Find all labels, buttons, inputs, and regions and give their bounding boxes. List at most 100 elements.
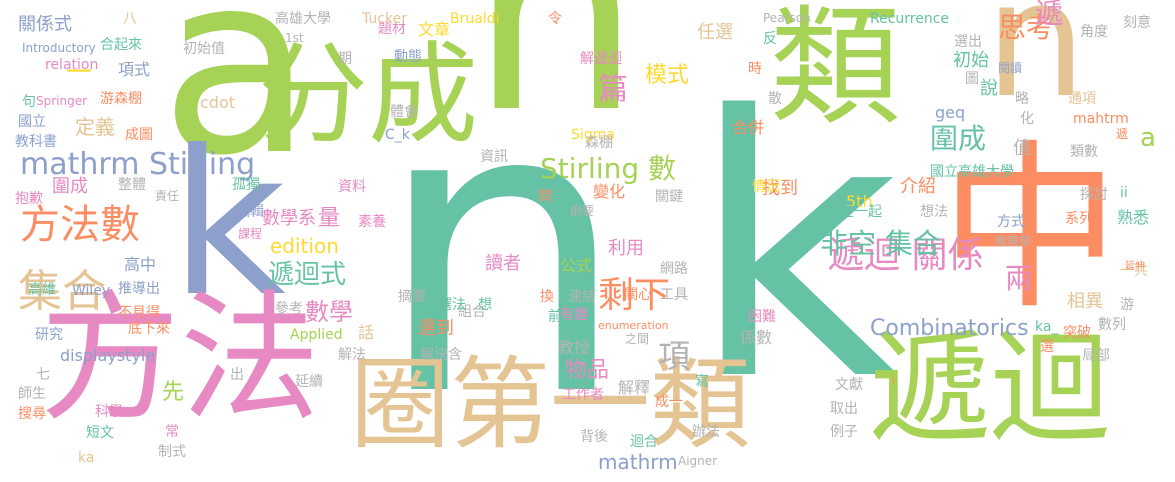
cloud-word: 選出 bbox=[954, 34, 982, 50]
cloud-word: 資料 bbox=[338, 179, 366, 195]
cloud-word: 高中 bbox=[124, 255, 157, 274]
cloud-word: 分成 bbox=[258, 31, 478, 159]
cloud-word: 思考 bbox=[998, 11, 1055, 44]
cloud-word: 變化 bbox=[593, 182, 626, 201]
cloud-word: n bbox=[375, 19, 629, 482]
cloud-word: cdot bbox=[200, 93, 236, 112]
cloud-word: 遞 bbox=[1035, 0, 1064, 30]
cloud-word: 任選 bbox=[697, 22, 733, 43]
cloud-word: 公式 bbox=[560, 256, 593, 275]
cloud-word: 研究 bbox=[35, 327, 63, 343]
cloud-word: mahtrm bbox=[1073, 111, 1129, 127]
cloud-word: 參考 bbox=[275, 301, 303, 317]
cloud-word: 教科書 bbox=[15, 134, 57, 150]
cloud-word: 集合 bbox=[18, 266, 106, 317]
cloud-word: 題材 bbox=[378, 21, 406, 37]
cloud-word: 期 bbox=[338, 51, 352, 67]
cloud-word: 資訊 bbox=[480, 149, 508, 165]
cloud-word: 方法 bbox=[40, 278, 321, 441]
cloud-word: displaystyle bbox=[60, 346, 156, 365]
cloud-word: 高雄大學 bbox=[275, 11, 331, 27]
cloud-word: 遞 bbox=[1116, 127, 1129, 141]
cloud-word: edition bbox=[270, 234, 339, 258]
cloud-word: 一 bbox=[66, 58, 93, 88]
cloud-word: 動態 bbox=[394, 49, 422, 65]
cloud-word: 熟悉 bbox=[1117, 208, 1150, 227]
cloud-word: 抱歉 bbox=[15, 191, 43, 207]
cloud-word: Aigner bbox=[678, 454, 718, 468]
cloud-word: 模式 bbox=[645, 63, 690, 88]
cloud-word: 解法 bbox=[338, 347, 366, 363]
cloud-word: 初始值 bbox=[183, 41, 225, 57]
cloud-word: 八 bbox=[123, 11, 137, 27]
cloud-word: 問 bbox=[538, 189, 552, 205]
cloud-word: 數學 bbox=[305, 298, 353, 326]
cloud-word: Brualdi bbox=[450, 11, 500, 27]
cloud-word: mathrm bbox=[598, 450, 678, 474]
cloud-word: 游 bbox=[1120, 297, 1134, 313]
cloud-word: 搜尋 bbox=[18, 406, 46, 422]
cloud-word: 體會 bbox=[390, 104, 418, 120]
cloud-word: 類數 bbox=[1070, 144, 1098, 160]
cloud-word: 關鍵 bbox=[655, 189, 683, 205]
cloud-word: 孤獨 bbox=[232, 177, 260, 193]
cloud-word: 前文 bbox=[548, 309, 576, 325]
cloud-word: 方法數 bbox=[20, 202, 140, 248]
cloud-word: 摘要 bbox=[398, 289, 426, 305]
cloud-word: 選法 bbox=[438, 297, 466, 313]
cloud-word: ka bbox=[78, 450, 95, 466]
cloud-word: 素養 bbox=[358, 214, 386, 230]
cloud-word: 解遞迴 bbox=[580, 51, 622, 67]
cloud-word: 定義 bbox=[75, 115, 115, 139]
cloud-word: 解釋 bbox=[618, 378, 651, 397]
cloud-word: 解決含 bbox=[420, 347, 462, 363]
cloud-word: 方式 bbox=[997, 214, 1025, 230]
cloud-word: 相異 bbox=[1067, 291, 1103, 312]
cloud-word: 延伸 bbox=[1125, 261, 1145, 272]
cloud-word: C_k bbox=[385, 127, 410, 143]
cloud-word: 找到 bbox=[762, 178, 798, 199]
cloud-word: ii bbox=[1120, 185, 1128, 201]
cloud-word: 選 bbox=[1040, 339, 1054, 355]
cloud-word: 介紹 bbox=[900, 176, 936, 197]
cloud-word: 通項 bbox=[1068, 91, 1096, 107]
cloud-word: 1st bbox=[285, 31, 304, 45]
cloud-word: mathrm Stirling bbox=[20, 147, 256, 182]
cloud-word: 係數 bbox=[740, 328, 773, 347]
cloud-word: 責任 bbox=[155, 189, 180, 203]
cloud-word: n bbox=[470, 0, 642, 172]
cloud-word: 說 bbox=[980, 78, 998, 99]
cloud-word: 底下來 bbox=[128, 321, 170, 337]
cloud-word: 工作者 bbox=[562, 387, 604, 403]
cloud-word: 圍成 bbox=[930, 122, 987, 155]
cloud-word: 合併 bbox=[732, 118, 765, 137]
cloud-word: 物品 bbox=[565, 358, 610, 383]
cloud-word: k bbox=[690, 40, 899, 459]
cloud-word: Tucker bbox=[362, 11, 407, 27]
cloud-word: 值 bbox=[1013, 138, 1031, 159]
cloud-word: 局部 bbox=[1082, 348, 1110, 364]
cloud-word: 想 bbox=[478, 297, 492, 313]
cloud-word: Applied bbox=[290, 327, 343, 343]
cloud-word: Combinatorics bbox=[870, 316, 1029, 341]
cloud-word: 延續 bbox=[295, 374, 323, 390]
cloud-word: 取出 bbox=[830, 401, 858, 417]
cloud-word: 七 bbox=[36, 367, 50, 383]
cloud-word: 系列 bbox=[1065, 211, 1093, 227]
cloud-word: 略 bbox=[1015, 91, 1029, 107]
cloud-word: 有趣 bbox=[560, 307, 588, 323]
cloud-word: 5th bbox=[846, 192, 873, 211]
cloud-word: 角度 bbox=[1080, 24, 1108, 40]
cloud-word: 在一起 bbox=[840, 204, 882, 220]
cloud-word: 成圖 bbox=[125, 127, 153, 143]
cloud-word: 整體 bbox=[118, 177, 146, 193]
cloud-word: 反 bbox=[763, 31, 777, 47]
cloud-word: 探討 bbox=[1080, 187, 1108, 203]
cloud-word: ka_ bbox=[1035, 319, 1059, 335]
cloud-word: 圖 bbox=[965, 71, 979, 87]
cloud-word: 教育部 bbox=[995, 234, 1032, 248]
cloud-word: 想法 bbox=[920, 204, 948, 220]
cloud-word: 項 bbox=[658, 337, 691, 375]
cloud-word: 一共 bbox=[1120, 263, 1148, 279]
